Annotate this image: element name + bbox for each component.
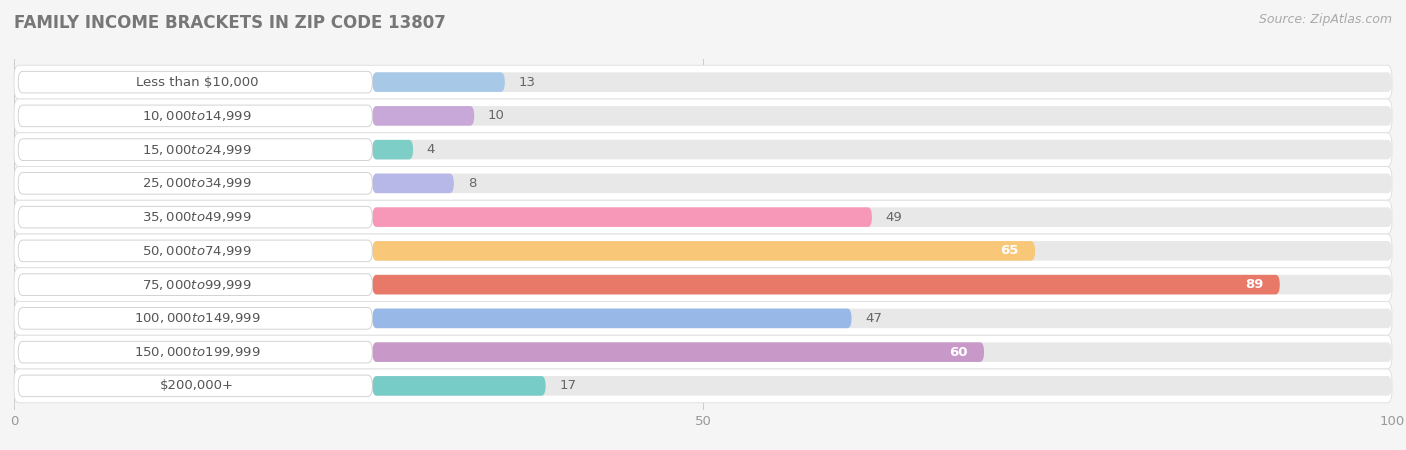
FancyBboxPatch shape [373, 140, 1392, 159]
FancyBboxPatch shape [14, 268, 1392, 302]
FancyBboxPatch shape [373, 106, 1392, 126]
Text: Less than $10,000: Less than $10,000 [136, 76, 259, 89]
Text: $15,000 to $24,999: $15,000 to $24,999 [142, 143, 252, 157]
FancyBboxPatch shape [373, 72, 1392, 92]
Text: 65: 65 [1000, 244, 1018, 257]
Text: 10: 10 [488, 109, 505, 122]
FancyBboxPatch shape [373, 174, 454, 193]
Text: 13: 13 [519, 76, 536, 89]
Text: FAMILY INCOME BRACKETS IN ZIP CODE 13807: FAMILY INCOME BRACKETS IN ZIP CODE 13807 [14, 14, 446, 32]
FancyBboxPatch shape [18, 172, 373, 194]
Text: $50,000 to $74,999: $50,000 to $74,999 [142, 244, 252, 258]
FancyBboxPatch shape [18, 71, 373, 93]
FancyBboxPatch shape [373, 376, 1392, 396]
FancyBboxPatch shape [14, 133, 1392, 166]
FancyBboxPatch shape [373, 106, 474, 126]
FancyBboxPatch shape [18, 105, 373, 126]
FancyBboxPatch shape [373, 72, 505, 92]
FancyBboxPatch shape [14, 65, 1392, 99]
FancyBboxPatch shape [373, 342, 1392, 362]
Text: $100,000 to $149,999: $100,000 to $149,999 [134, 311, 260, 325]
FancyBboxPatch shape [373, 140, 413, 159]
Text: $25,000 to $34,999: $25,000 to $34,999 [142, 176, 252, 190]
Text: 17: 17 [560, 379, 576, 392]
FancyBboxPatch shape [373, 376, 546, 396]
Text: $150,000 to $199,999: $150,000 to $199,999 [134, 345, 260, 359]
Text: 47: 47 [865, 312, 882, 325]
FancyBboxPatch shape [373, 309, 1392, 328]
FancyBboxPatch shape [373, 342, 984, 362]
Text: 89: 89 [1244, 278, 1263, 291]
FancyBboxPatch shape [373, 309, 852, 328]
FancyBboxPatch shape [18, 375, 373, 397]
FancyBboxPatch shape [14, 369, 1392, 403]
Text: $200,000+: $200,000+ [160, 379, 235, 392]
FancyBboxPatch shape [18, 240, 373, 261]
Text: 49: 49 [886, 211, 903, 224]
FancyBboxPatch shape [373, 207, 872, 227]
FancyBboxPatch shape [373, 241, 1392, 261]
FancyBboxPatch shape [18, 342, 373, 363]
Text: 4: 4 [427, 143, 436, 156]
FancyBboxPatch shape [14, 302, 1392, 335]
Text: 8: 8 [468, 177, 477, 190]
Text: Source: ZipAtlas.com: Source: ZipAtlas.com [1258, 14, 1392, 27]
FancyBboxPatch shape [373, 275, 1392, 294]
FancyBboxPatch shape [373, 174, 1392, 193]
FancyBboxPatch shape [373, 241, 1035, 261]
FancyBboxPatch shape [14, 200, 1392, 234]
FancyBboxPatch shape [373, 207, 1392, 227]
FancyBboxPatch shape [18, 274, 373, 295]
FancyBboxPatch shape [18, 139, 373, 160]
FancyBboxPatch shape [18, 308, 373, 329]
Text: $35,000 to $49,999: $35,000 to $49,999 [142, 210, 252, 224]
FancyBboxPatch shape [14, 166, 1392, 200]
Text: 60: 60 [949, 346, 967, 359]
FancyBboxPatch shape [14, 234, 1392, 268]
Text: $75,000 to $99,999: $75,000 to $99,999 [142, 278, 252, 292]
Text: $10,000 to $14,999: $10,000 to $14,999 [142, 109, 252, 123]
FancyBboxPatch shape [18, 206, 373, 228]
FancyBboxPatch shape [14, 335, 1392, 369]
FancyBboxPatch shape [14, 99, 1392, 133]
FancyBboxPatch shape [373, 275, 1279, 294]
